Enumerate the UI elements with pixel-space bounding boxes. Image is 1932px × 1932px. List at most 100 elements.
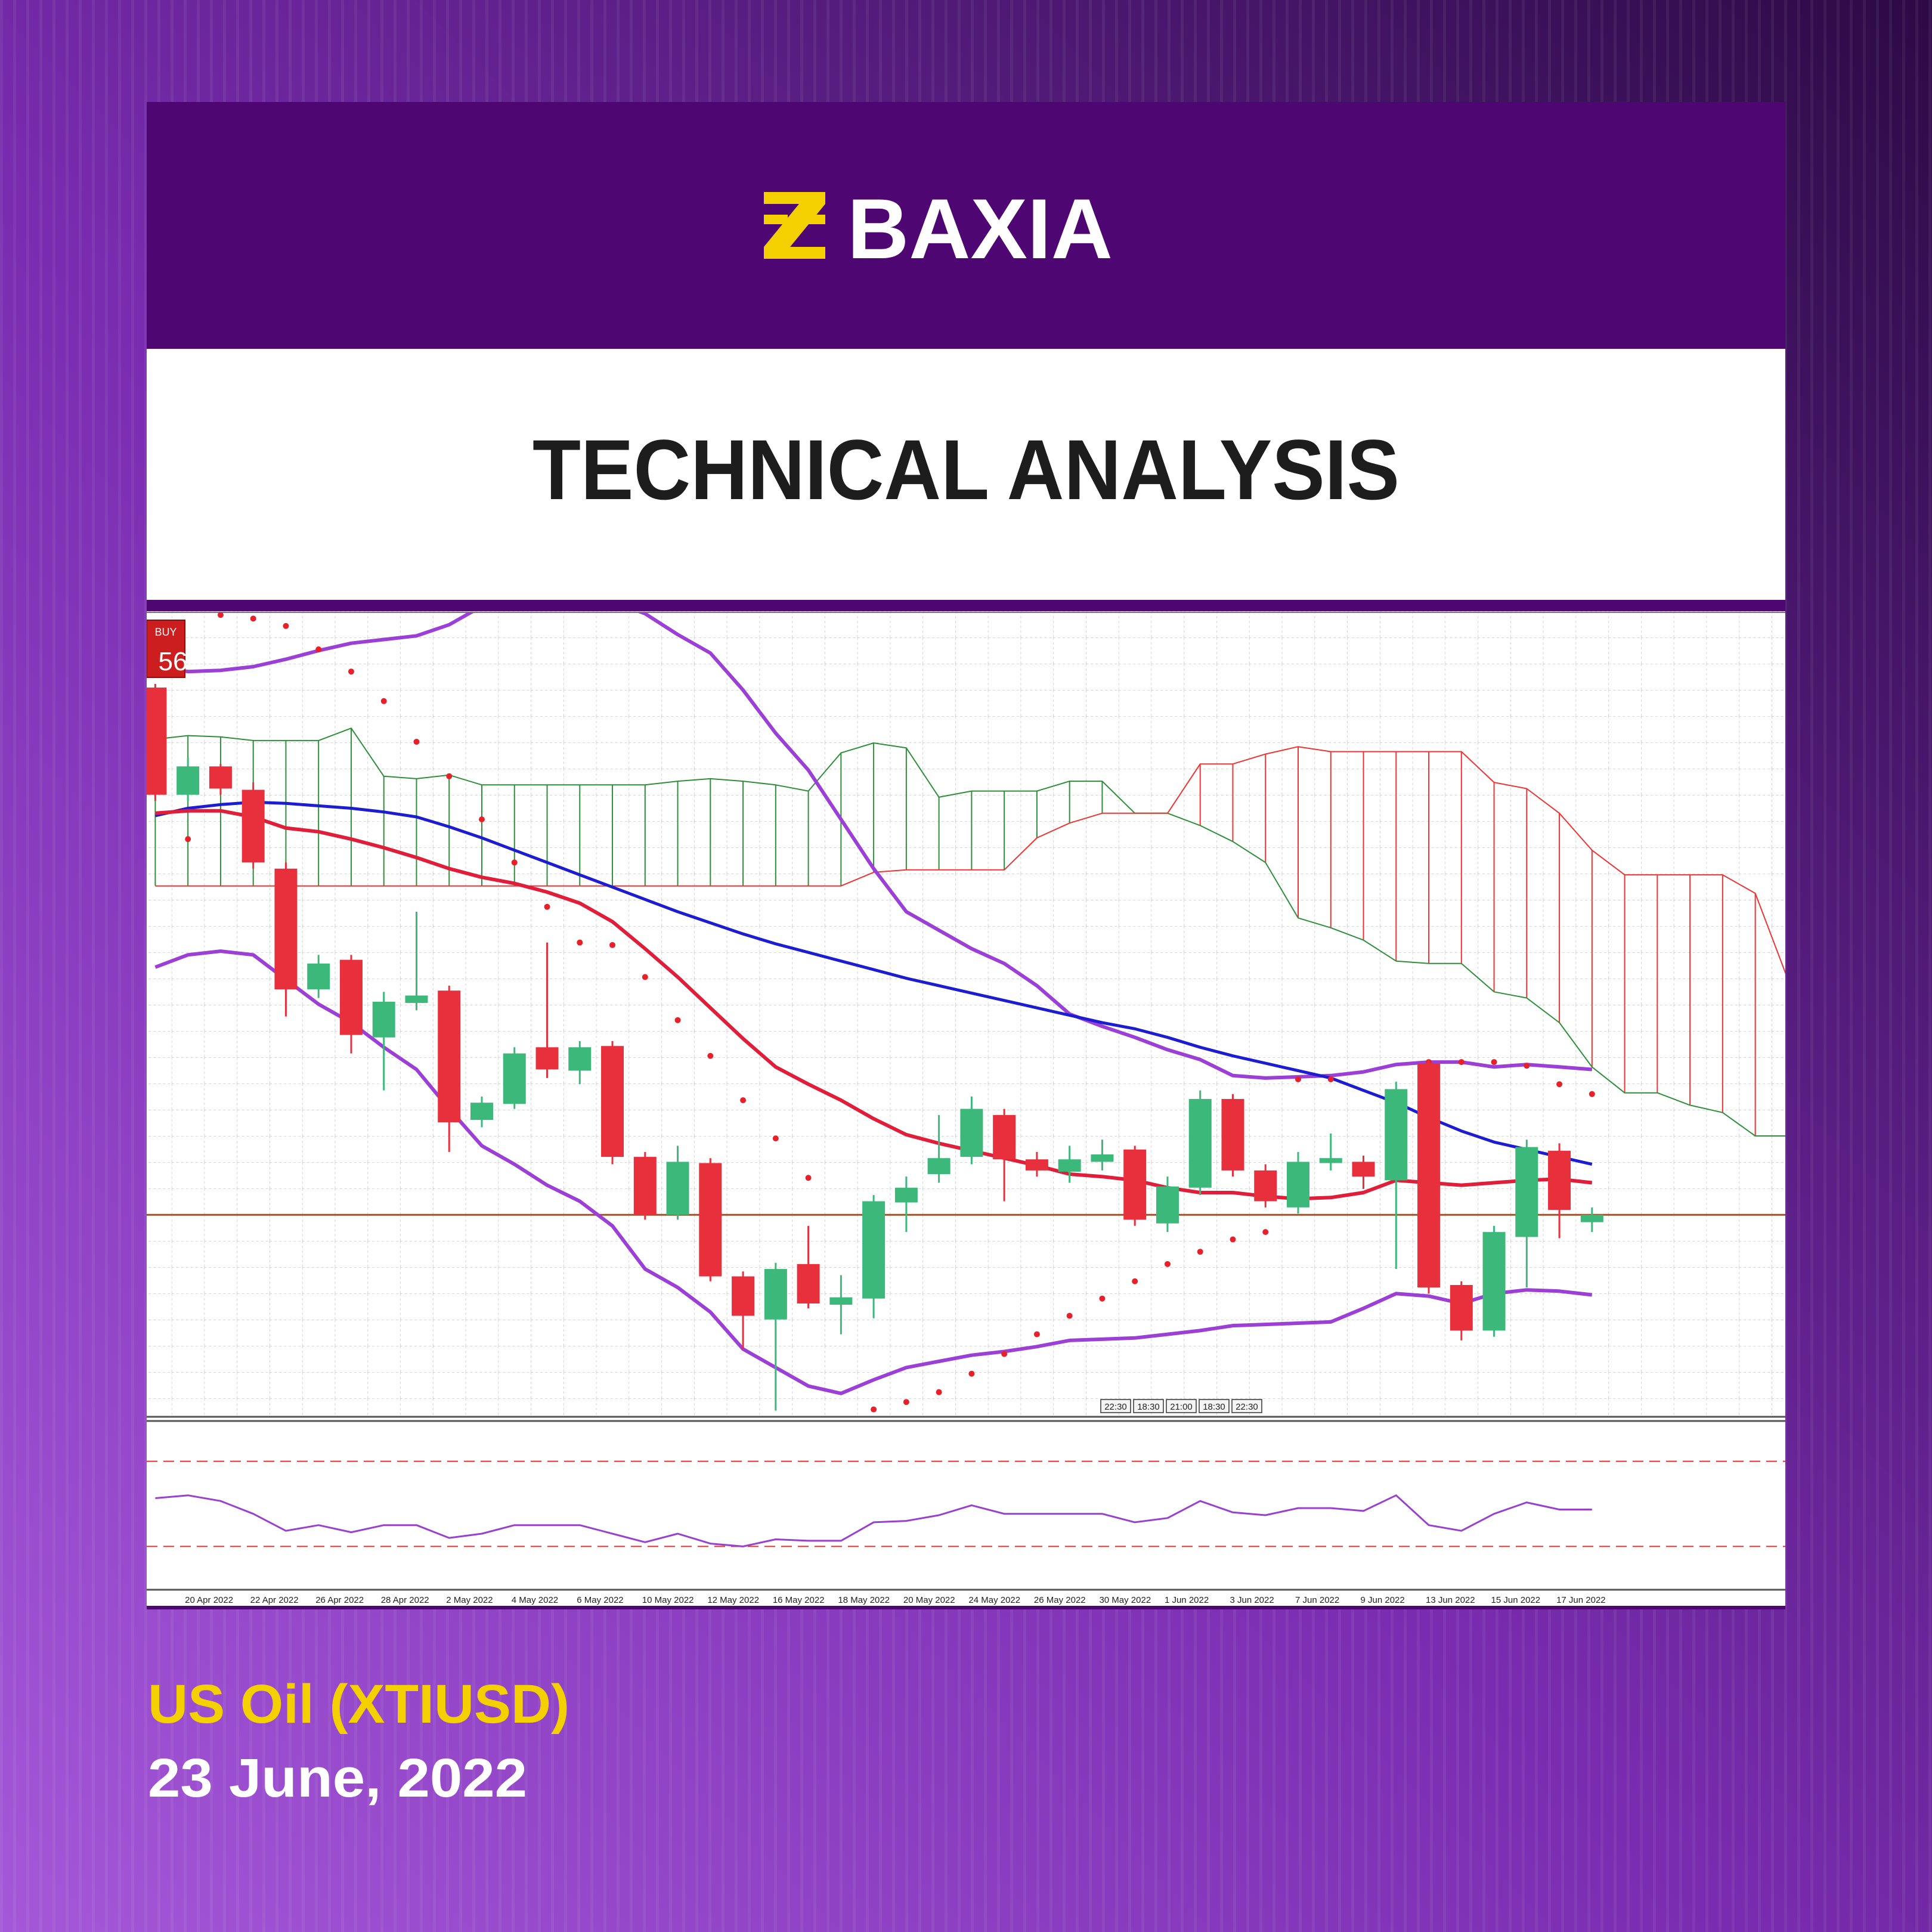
title-band xyxy=(147,349,1785,600)
sar-dot xyxy=(413,738,420,745)
x-tick-label: 22 Apr 2022 xyxy=(250,1595,299,1605)
x-tick-label: 28 Apr 2022 xyxy=(381,1595,429,1605)
x-tick-label: 6 May 2022 xyxy=(577,1595,623,1605)
sar-dot xyxy=(903,1399,909,1405)
candle-body xyxy=(1548,1150,1571,1210)
sar-dot xyxy=(1589,1091,1595,1097)
sar-dot xyxy=(1230,1236,1236,1243)
sar-dot xyxy=(1262,1229,1269,1236)
sar-dot xyxy=(1164,1261,1171,1267)
sar-dot xyxy=(772,1135,779,1142)
brand: BAXIA xyxy=(847,182,1113,277)
oscillator-window xyxy=(147,1460,1785,1547)
x-tick-label: 26 May 2022 xyxy=(1034,1595,1086,1605)
time-marker-box xyxy=(1166,1399,1197,1413)
candle-body xyxy=(1482,1232,1506,1331)
indicator-line xyxy=(154,800,1593,1166)
candle-body xyxy=(503,1053,526,1104)
sar-dot xyxy=(1327,1076,1334,1082)
buy-button[interactable] xyxy=(147,620,185,678)
time-marker: 18:30 xyxy=(1203,1402,1225,1412)
candle-body xyxy=(177,766,200,795)
time-marker-box xyxy=(1231,1399,1262,1413)
candle-body xyxy=(1515,1147,1538,1237)
oscillator-line xyxy=(155,1494,1592,1547)
sar-dot xyxy=(1099,1295,1106,1302)
sar-dot xyxy=(185,836,191,843)
indicator-line xyxy=(155,809,1593,1201)
candle-body xyxy=(666,1162,689,1215)
x-tick-label: 30 May 2022 xyxy=(1099,1595,1151,1605)
sar-dot xyxy=(1197,1249,1203,1255)
chart-screenshot: 20 Apr 2022 22 Apr 2022 26 Apr 2022 28 Apr … xyxy=(147,611,1785,1608)
sar-dot xyxy=(315,646,322,653)
candle-body xyxy=(568,1047,592,1071)
sar-dot xyxy=(805,1175,812,1181)
time-marker: 22:30 xyxy=(1236,1402,1258,1412)
candle-body xyxy=(1385,1089,1408,1181)
x-tick-label: 26 Apr 2022 xyxy=(315,1595,364,1605)
candle-body xyxy=(960,1109,983,1157)
candle-body xyxy=(1123,1149,1147,1220)
sar-dot xyxy=(707,1052,714,1059)
sar-dot xyxy=(1491,1059,1497,1066)
sar-dot xyxy=(283,623,289,629)
time-marker-box xyxy=(1199,1399,1230,1413)
candle-body xyxy=(1188,1099,1212,1188)
sar-dot xyxy=(1033,1331,1040,1337)
candle-body xyxy=(862,1201,886,1299)
x-tick-label: 4 May 2022 xyxy=(512,1595,558,1605)
x-tick-label: 20 May 2022 xyxy=(903,1595,955,1605)
candle-body xyxy=(927,1158,950,1175)
candle-body xyxy=(470,1103,493,1120)
sar-dot xyxy=(250,615,256,622)
candle-body xyxy=(1417,1063,1441,1288)
candle-body xyxy=(894,1187,918,1203)
x-tick-label: 7 Jun 2022 xyxy=(1295,1595,1339,1605)
candle-body xyxy=(829,1297,853,1305)
sar-dot xyxy=(1524,1063,1530,1069)
candle-body xyxy=(764,1269,787,1320)
candle-body xyxy=(1352,1162,1375,1177)
sar-dot xyxy=(511,859,518,866)
x-tick-label: 18 May 2022 xyxy=(838,1595,890,1605)
x-tick-label: 20 Apr 2022 xyxy=(185,1595,233,1605)
sar-dot xyxy=(968,1370,975,1377)
sar-dot xyxy=(544,903,550,910)
x-tick-label: 3 Jun 2022 xyxy=(1230,1595,1274,1605)
candle-body xyxy=(1287,1162,1309,1208)
logo-icon xyxy=(764,192,825,259)
x-tick-label: 24 May 2022 xyxy=(968,1595,1020,1605)
candle-body xyxy=(1450,1284,1473,1331)
x-tick-label: 9 Jun 2022 xyxy=(1361,1595,1405,1605)
x-tick-label: 12 May 2022 xyxy=(707,1595,759,1605)
indicator-line xyxy=(154,949,1593,1395)
sar-dot xyxy=(1066,1312,1073,1319)
candle-body xyxy=(633,1157,657,1215)
buy-label[interactable]: BUY xyxy=(154,626,177,638)
time-marker: 18:30 xyxy=(1137,1402,1160,1412)
candle-body xyxy=(1058,1159,1081,1172)
price-badge: 56 xyxy=(159,647,188,676)
cloud-span-b xyxy=(155,746,1785,974)
sar-dot xyxy=(1132,1278,1138,1284)
x-tick-label: 13 Jun 2022 xyxy=(1426,1595,1475,1605)
header-band xyxy=(147,102,1785,349)
candle-body xyxy=(242,789,265,863)
sar-dot xyxy=(609,942,616,948)
candle-body xyxy=(438,990,461,1123)
sar-dot xyxy=(348,668,354,675)
candle-body xyxy=(1221,1099,1244,1171)
sar-dot xyxy=(871,1406,877,1413)
candle-body xyxy=(797,1264,820,1304)
candle-body xyxy=(147,688,167,795)
title-divider xyxy=(147,600,1785,611)
sar-dot xyxy=(380,698,387,704)
candle-body xyxy=(993,1114,1016,1160)
candle-body xyxy=(209,766,232,789)
candle-body xyxy=(1091,1154,1114,1162)
candle-body xyxy=(601,1046,624,1157)
sar-dot xyxy=(217,612,224,618)
